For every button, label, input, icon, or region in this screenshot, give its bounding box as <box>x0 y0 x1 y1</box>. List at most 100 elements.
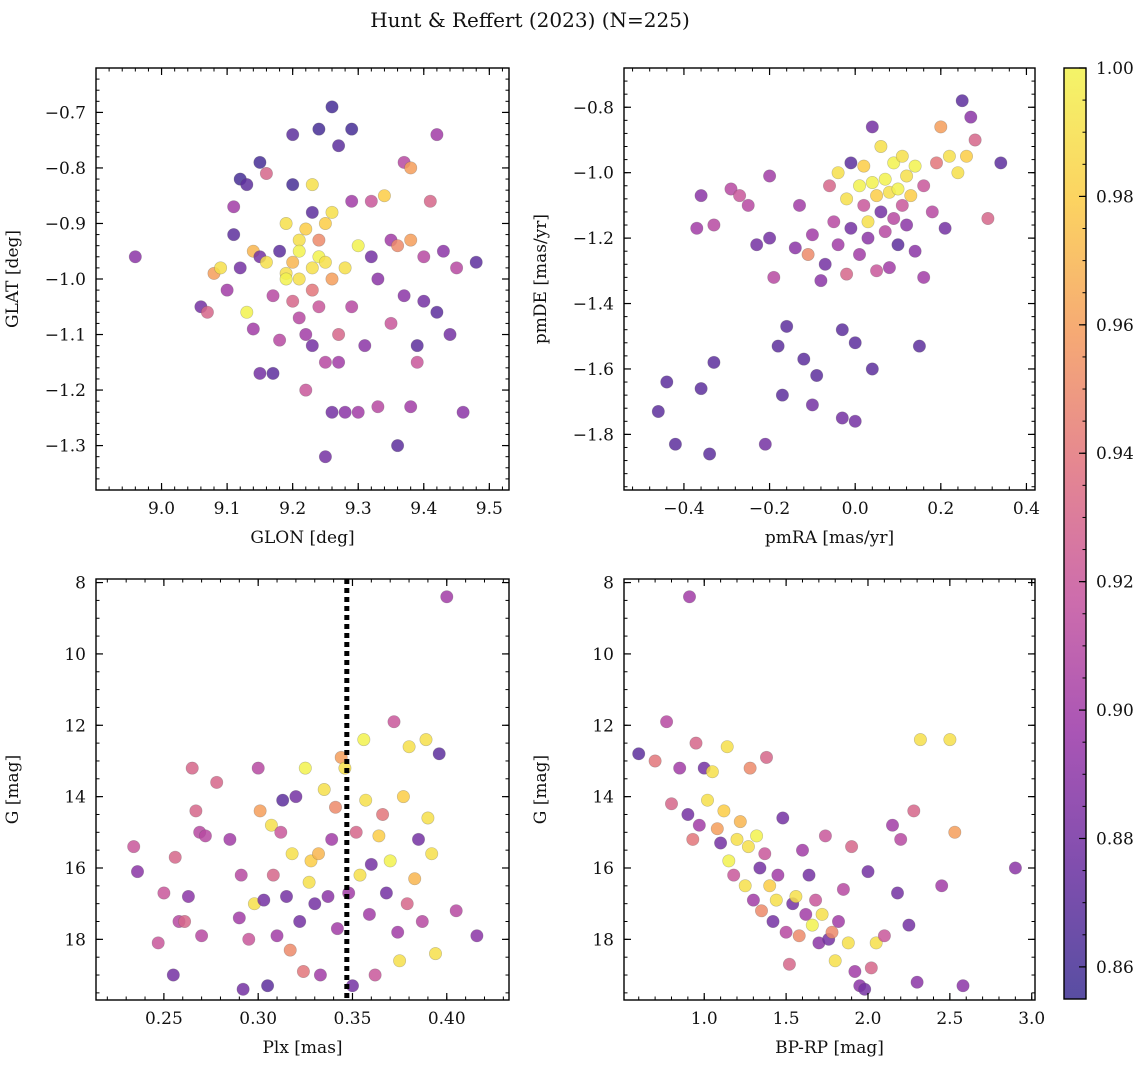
y-tick-label: 18 <box>64 930 86 950</box>
data-point <box>396 790 410 804</box>
data-point <box>274 825 288 839</box>
x-tick-label: 9.1 <box>214 499 241 519</box>
x-tick-label: 0.2 <box>927 499 954 519</box>
y-tick-label: −0.7 <box>45 103 86 123</box>
data-point <box>469 255 483 269</box>
data-point <box>917 179 931 193</box>
data-point <box>763 231 777 245</box>
colorbar-tick-label: 0.92 <box>1096 573 1134 593</box>
data-point <box>925 205 939 219</box>
data-point <box>692 818 706 832</box>
x-tick-label: 0.40 <box>428 1009 466 1029</box>
data-point <box>270 929 284 943</box>
data-point <box>157 886 171 900</box>
data-point <box>771 339 785 353</box>
data-point <box>938 221 952 235</box>
data-point <box>981 212 995 226</box>
data-point <box>364 250 378 264</box>
data-point <box>902 918 916 932</box>
data-point <box>318 355 332 369</box>
data-point <box>292 272 306 286</box>
data-point <box>799 907 813 921</box>
data-point <box>285 847 299 861</box>
data-point <box>766 914 780 928</box>
data-point <box>313 968 327 982</box>
data-point <box>391 239 405 253</box>
data-point <box>411 832 425 846</box>
data-point <box>890 886 904 900</box>
data-point <box>253 804 267 818</box>
data-point <box>994 156 1008 170</box>
data-point <box>912 339 926 353</box>
data-point <box>818 829 832 843</box>
data-point <box>733 189 747 203</box>
data-point <box>400 897 414 911</box>
data-point <box>368 968 382 982</box>
panel-3: 0.25 0.30 0.35 0.40 8 10 12 14 16 18 Plx [mas] G [m… <box>3 574 510 1058</box>
data-point <box>332 139 346 153</box>
data-point <box>246 322 260 336</box>
data-point <box>848 414 862 428</box>
data-point <box>805 228 819 242</box>
data-point <box>383 854 397 868</box>
x-tick-label: 9.4 <box>410 499 437 519</box>
y-axis-label: G [mag] <box>3 755 23 824</box>
data-point <box>351 239 365 253</box>
data-point <box>682 590 696 604</box>
data-point <box>805 918 819 932</box>
x-tick-label: 0.35 <box>334 1009 372 1029</box>
data-point <box>845 840 859 854</box>
data-point <box>266 366 280 380</box>
data-point <box>402 740 416 754</box>
data-point <box>929 156 943 170</box>
data-point <box>127 840 141 854</box>
data-point <box>292 233 306 247</box>
data-point <box>312 233 326 247</box>
colorbar-frame <box>1063 67 1087 1000</box>
data-point <box>410 355 424 369</box>
data-point <box>305 205 319 219</box>
data-point <box>371 400 385 414</box>
data-point <box>955 94 969 108</box>
figure-title: Hunt & Reffert (2023) (N=225) <box>370 8 690 32</box>
data-point <box>705 765 719 779</box>
data-point <box>861 231 875 245</box>
data-point <box>266 868 280 882</box>
data-point <box>788 241 802 255</box>
data-point <box>951 166 965 180</box>
data-point <box>470 929 484 943</box>
data-point <box>312 300 326 314</box>
data-point <box>332 327 346 341</box>
data-point <box>870 189 884 203</box>
data-point <box>727 868 741 882</box>
x-tick-label: −0.2 <box>749 499 790 519</box>
data-point <box>700 793 714 807</box>
data-point <box>660 375 674 389</box>
data-point <box>330 922 344 936</box>
data-point <box>891 238 905 252</box>
data-point <box>234 868 248 882</box>
colorbar-tick-label: 0.88 <box>1096 829 1134 849</box>
data-point <box>397 289 411 303</box>
data-point <box>810 368 824 382</box>
data-point <box>758 847 772 861</box>
data-point <box>959 149 973 163</box>
data-point <box>428 947 442 961</box>
data-point <box>694 382 708 396</box>
panel-frame <box>623 67 1036 491</box>
data-point <box>312 122 326 136</box>
panel-2: −0.4 −0.2 0.0 0.2 0.4 −0.8 −1.0 −1.2 −1.4 −1.6 −1.… <box>531 67 1040 548</box>
panel-frame <box>623 578 1036 1001</box>
data-point <box>887 212 901 226</box>
data-point <box>763 879 777 893</box>
data-point <box>660 715 674 729</box>
data-point <box>779 925 793 939</box>
x-tick-label: 1.0 <box>691 1009 718 1029</box>
data-point <box>415 914 429 928</box>
y-tick-label: 10 <box>592 645 614 665</box>
x-tick-label: 0.30 <box>239 1009 277 1029</box>
data-point <box>318 450 332 464</box>
data-point <box>299 327 313 341</box>
data-point <box>776 811 790 825</box>
panel-points <box>632 590 1022 996</box>
